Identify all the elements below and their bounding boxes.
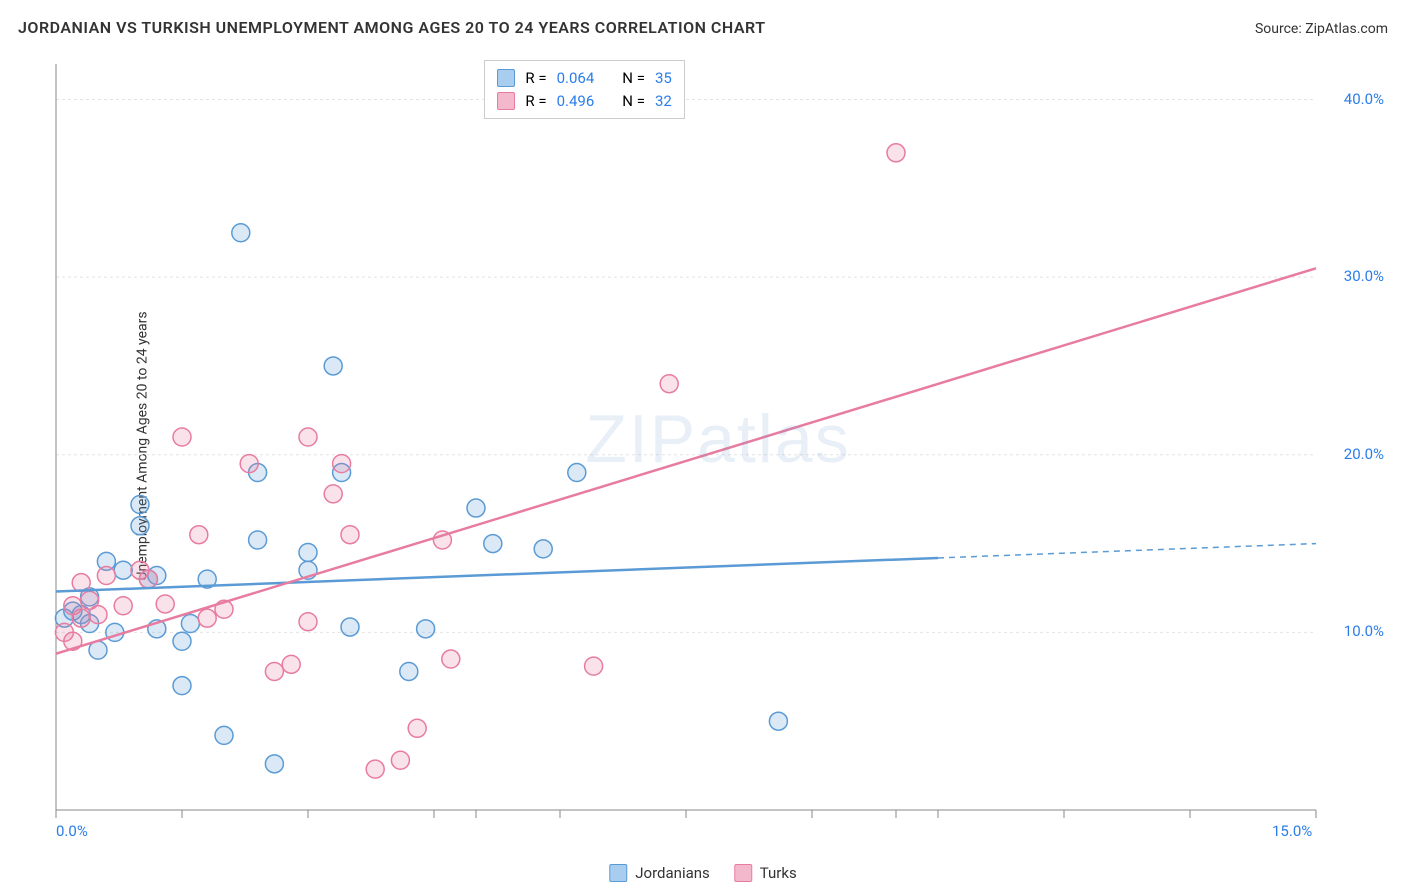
source-label: Source: ZipAtlas.com — [1255, 21, 1388, 37]
y-tick-label: 30.0% — [1344, 267, 1384, 285]
x-tick-label: 0.0% — [56, 822, 88, 840]
legend-label: Jordanians — [635, 864, 710, 882]
n-label: N = — [622, 67, 645, 90]
n-value: 35 — [655, 67, 672, 90]
r-value: 0.496 — [557, 90, 595, 113]
r-value: 0.064 — [557, 67, 595, 90]
y-tick-label: 10.0% — [1344, 622, 1384, 640]
source-name: ZipAtlas.com — [1305, 21, 1388, 37]
legend-item: Turks — [734, 864, 797, 882]
chart-area: ZIPatlas R = 0.064 N = 35 R = 0.496 N = … — [48, 58, 1388, 852]
y-tick-label: 40.0% — [1344, 90, 1384, 108]
y-tick-label: 20.0% — [1344, 445, 1384, 463]
n-label: N = — [622, 90, 645, 113]
stats-row: R = 0.496 N = 32 — [497, 90, 671, 113]
legend-swatch — [497, 92, 515, 110]
scatter-chart — [48, 58, 1388, 852]
stats-row: R = 0.064 N = 35 — [497, 67, 671, 90]
chart-title: JORDANIAN VS TURKISH UNEMPLOYMENT AMONG … — [18, 18, 766, 37]
legend-item: Jordanians — [609, 864, 710, 882]
stats-panel: R = 0.064 N = 35 R = 0.496 N = 32 — [484, 60, 684, 119]
legend-swatch — [609, 864, 627, 882]
source-prefix: Source: — [1255, 21, 1305, 37]
r-label: R = — [525, 67, 546, 90]
legend-swatch — [497, 69, 515, 87]
legend-swatch — [734, 864, 752, 882]
x-tick-label: 15.0% — [1272, 822, 1312, 840]
n-value: 32 — [655, 90, 672, 113]
r-label: R = — [525, 90, 546, 113]
legend-label: Turks — [760, 864, 797, 882]
legend: Jordanians Turks — [609, 864, 796, 882]
